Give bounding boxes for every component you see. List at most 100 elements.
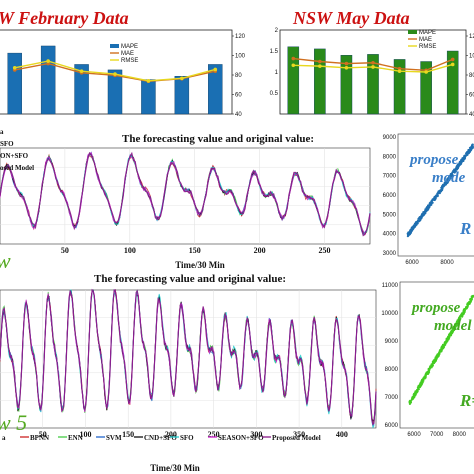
- scatter-point: [410, 398, 413, 401]
- x-tick-label: 100: [124, 246, 136, 255]
- mae-point: [450, 57, 455, 62]
- x-tick-label: 250: [319, 246, 331, 255]
- bar-mape: [420, 61, 432, 115]
- y-tick-label: 6000: [385, 423, 399, 429]
- legend-mape: MAPE: [419, 30, 436, 36]
- scatter-point: [441, 185, 444, 188]
- may-title: NSW May Data: [292, 8, 410, 28]
- bar-mape: [446, 50, 459, 115]
- scatter-point: [442, 183, 445, 186]
- rmse-point: [344, 66, 349, 70]
- scatter-point: [456, 167, 459, 170]
- scatter-point: [466, 305, 469, 308]
- scatter-point: [453, 171, 456, 174]
- x-tick-label: 350: [293, 430, 305, 439]
- x-tick-label: 100: [79, 430, 91, 439]
- bar-mape: [107, 69, 123, 115]
- mid-xlabel: Time/30 Min: [175, 260, 225, 270]
- rmse-point: [424, 70, 428, 74]
- bar-mape: [40, 45, 56, 115]
- y-tick-label: 8000: [385, 367, 399, 373]
- x-tick-label: 150: [122, 430, 134, 439]
- scatter-point: [412, 224, 416, 227]
- legend-swatch-mape: [110, 44, 119, 48]
- scatter-point: [458, 319, 461, 322]
- series-cnd-sfo: [0, 153, 371, 235]
- scatter-label-2: model: [434, 318, 472, 334]
- bar-mape: [74, 64, 89, 115]
- legend-mae: MAE: [121, 51, 134, 57]
- scatter-point: [423, 377, 426, 380]
- scatter-point: [428, 368, 431, 371]
- bar-mape: [174, 75, 190, 115]
- y-tick-label: 11000: [382, 283, 399, 289]
- scatter-point: [470, 296, 473, 299]
- y-tick-label: 9000: [385, 339, 399, 345]
- legend-label: SVM: [106, 434, 122, 442]
- scatter-point: [462, 311, 466, 314]
- scatter-point: [442, 346, 445, 349]
- scatter-point: [421, 381, 424, 384]
- y-tick-label: 3000: [383, 251, 397, 257]
- left-tick-label: 1: [275, 70, 279, 76]
- scatter-point: [436, 195, 439, 198]
- scatter-frame: [397, 133, 474, 257]
- x-tick-label: 400: [336, 430, 348, 439]
- right-tick-label: 120: [469, 34, 474, 40]
- rmse-point: [113, 72, 117, 76]
- scatter-point: [437, 191, 440, 194]
- y-tick-label: 5000: [383, 212, 397, 218]
- scatter-point: [454, 325, 457, 329]
- scatter-point: [461, 313, 464, 316]
- scatter-point: [433, 360, 436, 364]
- scatter-point: [468, 146, 472, 149]
- bar-mape: [340, 55, 353, 115]
- x-tick-label: 6000: [407, 432, 421, 438]
- y-tick-label: 8000: [383, 154, 397, 160]
- scatter-point: [448, 333, 451, 336]
- scatter-point: [436, 355, 439, 358]
- y-tick-label: 10000: [381, 311, 398, 317]
- legend-label: SEASON+SFO: [218, 434, 264, 442]
- scatter-point: [443, 344, 446, 347]
- scatter-point: [413, 225, 416, 229]
- x-tick-label: 250: [208, 430, 220, 439]
- plot-frame: [0, 147, 371, 245]
- mae-point: [46, 61, 50, 66]
- series-svm: [0, 151, 371, 234]
- bottom-xlabel: Time/30 Min: [150, 463, 200, 473]
- x-tick-label: 7000: [430, 432, 444, 438]
- rmse-point: [12, 66, 17, 70]
- scatter-point: [414, 393, 417, 396]
- x-tick-label: 150: [189, 246, 201, 255]
- legend-label: a: [2, 434, 6, 442]
- legend-label: ENN: [68, 434, 83, 442]
- scatter-point: [460, 159, 463, 162]
- scatter-point: [471, 145, 474, 148]
- series-proposed: [0, 151, 371, 237]
- mid-legend-fragment: osed Model: [0, 164, 34, 172]
- legend-mae: MAE: [419, 37, 432, 43]
- scatter-point: [433, 198, 436, 201]
- rmse-point: [397, 69, 402, 73]
- scatter-point: [467, 151, 470, 154]
- rmse-point: [213, 67, 218, 72]
- rmse-point: [450, 62, 455, 67]
- bar-mape: [287, 46, 300, 115]
- scatter-middle: 9000800070006000500040003000600080009000…: [383, 133, 474, 266]
- series-season-sfo: [0, 151, 371, 236]
- scatter-point: [452, 169, 455, 172]
- x-tick-label: 200: [254, 246, 266, 255]
- x-tick-label: 50: [61, 246, 69, 255]
- legend-label: BPNN: [30, 434, 49, 442]
- scatter-point: [417, 220, 420, 223]
- scatter-point: [463, 156, 467, 159]
- scatter-bottom: 1100010000900080007000600060007000800090…: [381, 281, 474, 438]
- mae-point: [397, 66, 402, 71]
- series-original: [0, 153, 371, 235]
- scatter-point: [406, 232, 409, 235]
- forecast-chart-middle: The forecasting value and original value…: [0, 128, 371, 270]
- mid-legend-fragment: SFO: [0, 140, 14, 148]
